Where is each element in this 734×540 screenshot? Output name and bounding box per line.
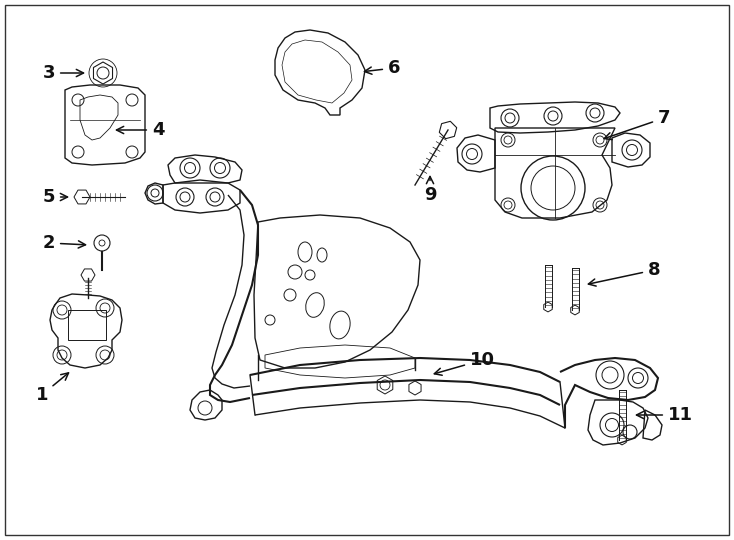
Text: 6: 6 xyxy=(365,59,401,77)
Text: 5: 5 xyxy=(43,188,68,206)
Text: 8: 8 xyxy=(589,261,661,286)
Text: 4: 4 xyxy=(117,121,164,139)
Text: 7: 7 xyxy=(604,109,670,140)
Text: 1: 1 xyxy=(35,373,68,404)
Text: 11: 11 xyxy=(636,406,693,424)
Text: 9: 9 xyxy=(424,177,436,204)
Text: 3: 3 xyxy=(43,64,84,82)
Text: 10: 10 xyxy=(435,351,495,375)
Text: 2: 2 xyxy=(43,234,86,252)
